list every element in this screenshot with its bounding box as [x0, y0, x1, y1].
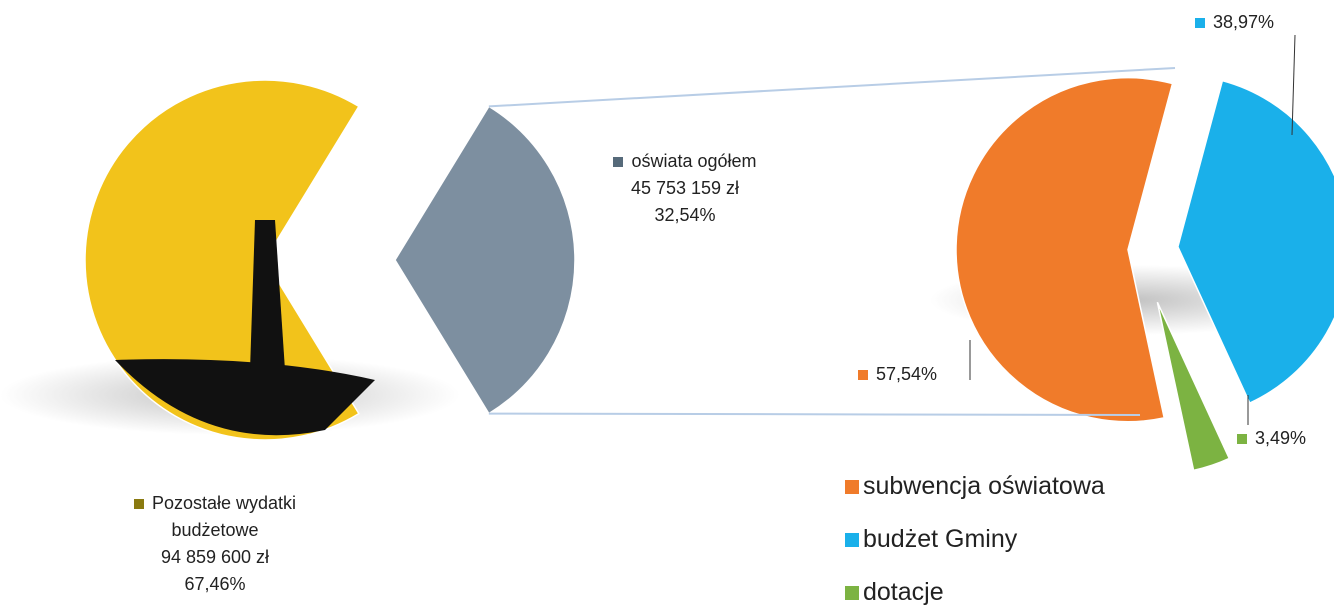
- amount-label: 94 859 600 zł: [160, 547, 270, 567]
- legend-label: subwencja oświatowa: [863, 472, 1105, 500]
- data-label: 3,49%: [1237, 428, 1306, 449]
- legend-swatch: [613, 157, 624, 168]
- legend-swatch: [1195, 18, 1205, 29]
- legend-entry: budżet Gminy: [845, 525, 1017, 554]
- amount-label: 45 753 159 zł: [630, 178, 740, 198]
- value-label: 57,54%: [876, 364, 938, 384]
- data-label: Pozostałe wydatki budżetowe 94 859 600 zł…: [100, 490, 330, 598]
- legend-swatch: [845, 586, 859, 601]
- legend-entry: subwencja oświatowa: [845, 472, 1105, 501]
- decoration: [115, 359, 375, 436]
- data-label: 38,97%: [1195, 12, 1274, 33]
- legend-swatch: [845, 533, 859, 548]
- pie-slice: [84, 79, 360, 441]
- category-label: Pozostałe wydatki budżetowe: [151, 493, 297, 540]
- legend-swatch: [845, 480, 859, 495]
- value-label: 3,49%: [1255, 428, 1307, 448]
- legend-label: dotacje: [863, 578, 944, 606]
- data-label: oświata ogółem 45 753 159 zł 32,54%: [580, 148, 790, 229]
- value-label: 67,46%: [184, 574, 246, 594]
- legend-entry: dotacje: [845, 578, 944, 607]
- value-label: 32,54%: [654, 205, 716, 225]
- pie-slice: [1156, 301, 1231, 472]
- pie-slice: [1177, 79, 1334, 405]
- leader-line: [1291, 34, 1296, 136]
- data-label: 57,54%: [858, 364, 937, 385]
- legend-swatch: [1237, 434, 1247, 445]
- legend-label: budżet Gminy: [863, 525, 1018, 553]
- pie-slice: [955, 76, 1174, 423]
- value-label: 38,97%: [1213, 12, 1275, 32]
- legend-swatch: [858, 370, 868, 381]
- legend-swatch: [133, 499, 144, 510]
- pie-slice: [394, 105, 576, 415]
- category-label: oświata ogółem: [631, 151, 757, 171]
- connector-line: [488, 67, 1176, 108]
- connector-line: [488, 412, 1141, 416]
- decoration: [250, 220, 285, 370]
